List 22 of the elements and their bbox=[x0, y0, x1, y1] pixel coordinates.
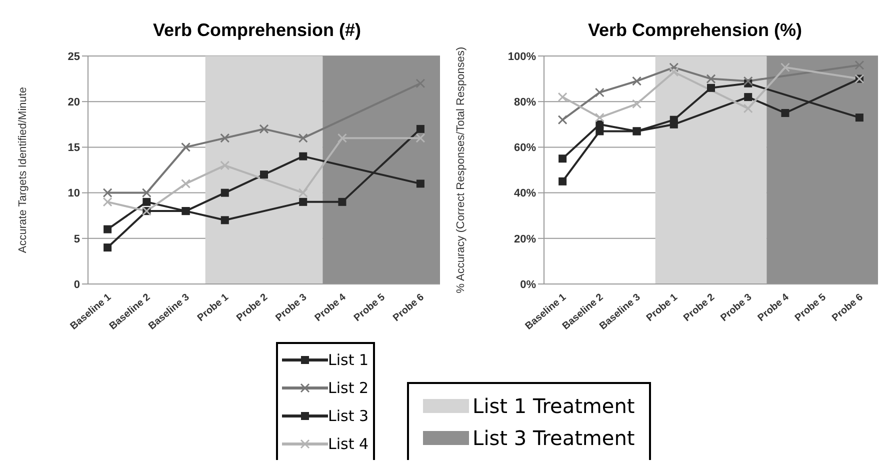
y-tick-label: 10 bbox=[68, 188, 80, 200]
legend-label: List 3 Treatment bbox=[472, 426, 635, 450]
y-tick-label: 60% bbox=[514, 142, 536, 154]
y-tick-label: 20 bbox=[68, 96, 80, 109]
y-axis-title: % Accuracy (Correct Responses/Total Responses) bbox=[454, 46, 467, 294]
y-tick-label: 80% bbox=[514, 96, 536, 109]
y-tick-label: 15 bbox=[68, 142, 80, 154]
legend-label: List 4 bbox=[328, 435, 369, 453]
y-tick-label: 20% bbox=[514, 233, 536, 246]
legend-label: List 3 bbox=[328, 407, 369, 425]
y-tick-label: 25 bbox=[68, 50, 80, 63]
y-tick-label: 40% bbox=[514, 188, 536, 200]
legend-label: List 1 Treatment bbox=[472, 394, 635, 418]
chart-title: Verb Comprehension (#) bbox=[152, 20, 362, 42]
y-axis-title: Accurate Targets Identified/Minute bbox=[16, 86, 29, 254]
y-tick-label: 100% bbox=[508, 50, 536, 63]
chart-title: Verb Comprehension (%) bbox=[586, 20, 804, 42]
legend-label: List 2 bbox=[328, 379, 369, 397]
y-tick-label: 0 bbox=[74, 278, 80, 291]
y-tick-label: 5 bbox=[74, 233, 80, 246]
y-tick-label: 0% bbox=[520, 278, 536, 291]
legend-label: List 1 bbox=[328, 351, 369, 369]
